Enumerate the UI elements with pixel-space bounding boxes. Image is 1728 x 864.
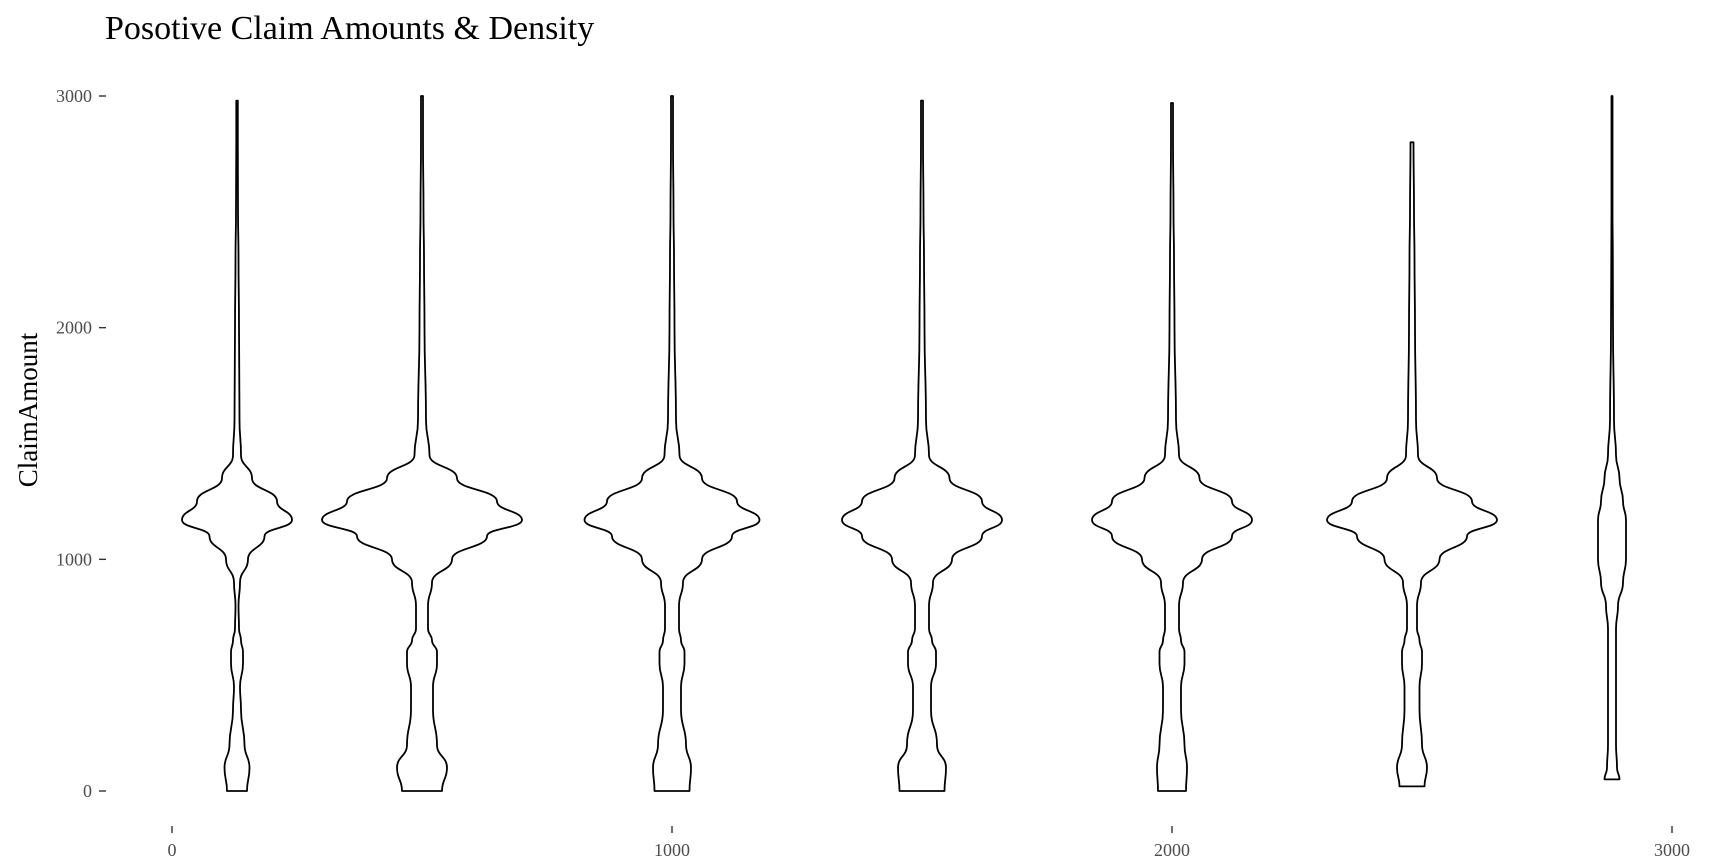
- violin-group: [181, 95, 1627, 792]
- x-tick-label: 2000: [1154, 840, 1190, 860]
- y-tick-label: 2000: [56, 318, 92, 338]
- x-tick-label: 1000: [654, 840, 690, 860]
- chart-title: Posotive Claim Amounts & Density: [105, 10, 594, 47]
- y-axis-label: ClaimAmount: [13, 332, 43, 487]
- x-tick-label: 3000: [1654, 840, 1690, 860]
- y-tick-label: 1000: [56, 549, 92, 569]
- violin-shape: [841, 99, 1003, 792]
- violin-shape: [181, 99, 293, 792]
- x-tick-label: 0: [168, 840, 177, 860]
- x-axis: 0 1000 2000 3000: [168, 826, 1690, 860]
- violin-shape: [583, 95, 761, 792]
- y-axis: 0 1000 2000 3000: [56, 86, 106, 801]
- violin-shape: [1091, 102, 1253, 792]
- violin-shape: [1597, 95, 1627, 781]
- violin-shape: [321, 95, 523, 792]
- y-tick-label: 0: [83, 781, 92, 801]
- y-tick-label: 3000: [56, 86, 92, 106]
- violin-shape: [1326, 141, 1498, 788]
